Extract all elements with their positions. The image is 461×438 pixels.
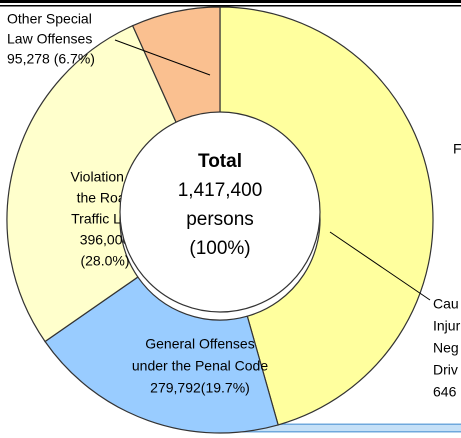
center-label: persons (186, 209, 254, 230)
value-label: 279,792(19.7%) (150, 380, 250, 396)
center-label: 1,417,400 (178, 180, 263, 201)
center-label: (100%) (189, 238, 250, 259)
segment-label: Driv (433, 362, 458, 378)
value-label: 95,278 (6.7%) (7, 51, 95, 67)
segment-label: Violation of (70, 169, 139, 185)
segment-label: Injur (433, 318, 461, 334)
segment-label: the Road (77, 190, 134, 206)
segment-label: Cau (433, 296, 459, 312)
value-label: (28.0%) (80, 253, 129, 269)
segment-label: Neg (433, 340, 459, 356)
segment-label: Other Special (7, 11, 92, 27)
annotation: F (453, 141, 461, 157)
value-label: 646 (433, 384, 457, 400)
donut-segment (44, 276, 279, 434)
value-label: 396,000 (80, 232, 131, 248)
segment-label: General Offenses (145, 336, 254, 352)
donut-hole (119, 111, 321, 313)
top-border (0, 0, 461, 3)
top-border (0, 5, 461, 7)
segment-label: under the Penal Code (132, 358, 268, 374)
segment-label: Law Offenses (7, 31, 92, 47)
leader-line (329, 231, 431, 301)
center-label: Total (198, 151, 242, 172)
leader-line (114, 39, 211, 76)
